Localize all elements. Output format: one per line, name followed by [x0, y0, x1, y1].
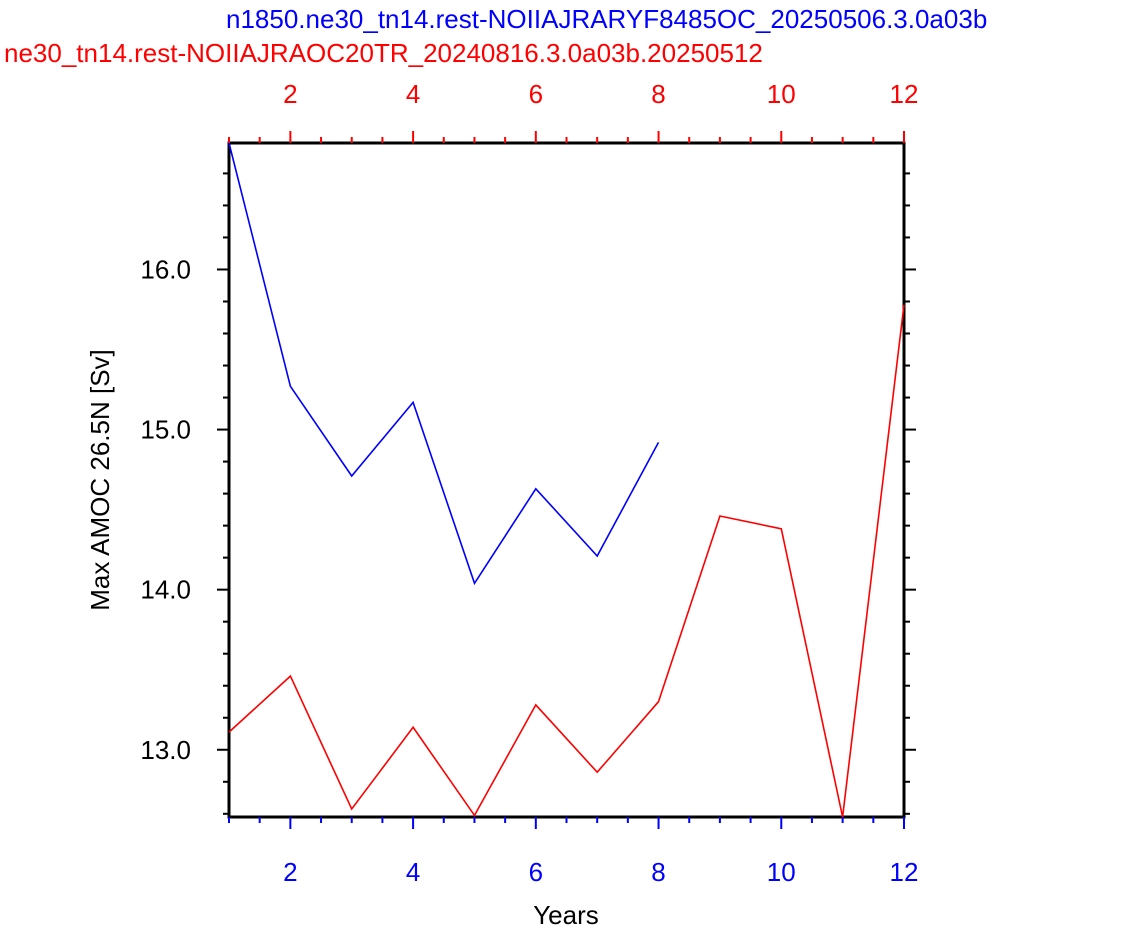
series-line-1 — [228, 304, 905, 818]
x-bottom-tick-label: 2 — [283, 857, 297, 887]
x-top-tick-label: 2 — [283, 79, 297, 109]
x-top-tick-label: 8 — [651, 79, 665, 109]
x-bottom-tick-label: 10 — [767, 857, 796, 887]
x-top-tick-label: 12 — [890, 79, 919, 109]
y-tick-label: 16.0 — [140, 254, 191, 284]
chart-title-red: ne30_tn14.rest-NOIIAJRAOC20TR_20240816.3… — [4, 38, 763, 68]
series-line-0 — [228, 142, 660, 586]
x-top-tick-label: 6 — [529, 79, 543, 109]
labels-layer: 2 2 4 4 6 6 8 8 10 10 12 12 13.0 14.0 15.0 16.0 — [140, 79, 918, 887]
x-top-tick-label: 10 — [767, 79, 796, 109]
y-tick-label: 13.0 — [140, 735, 191, 765]
plot-frame — [227, 141, 906, 819]
series-layer — [228, 142, 905, 818]
y-axis-label: Max AMOC 26.5N [Sv] — [85, 349, 115, 611]
x-bottom-tick-label: 6 — [529, 857, 543, 887]
ticks-layer — [217, 131, 916, 829]
y-tick-label: 15.0 — [140, 415, 191, 445]
y-tick-label: 14.0 — [140, 575, 191, 605]
x-top-tick-label: 4 — [406, 79, 420, 109]
chart-title-blue: n1850.ne30_tn14.rest-NOIIAJRARYF8485OC_2… — [226, 4, 988, 34]
x-axis-label: Years — [533, 900, 599, 930]
x-bottom-tick-label: 12 — [890, 857, 919, 887]
x-bottom-tick-label: 4 — [406, 857, 420, 887]
x-bottom-tick-label: 8 — [651, 857, 665, 887]
